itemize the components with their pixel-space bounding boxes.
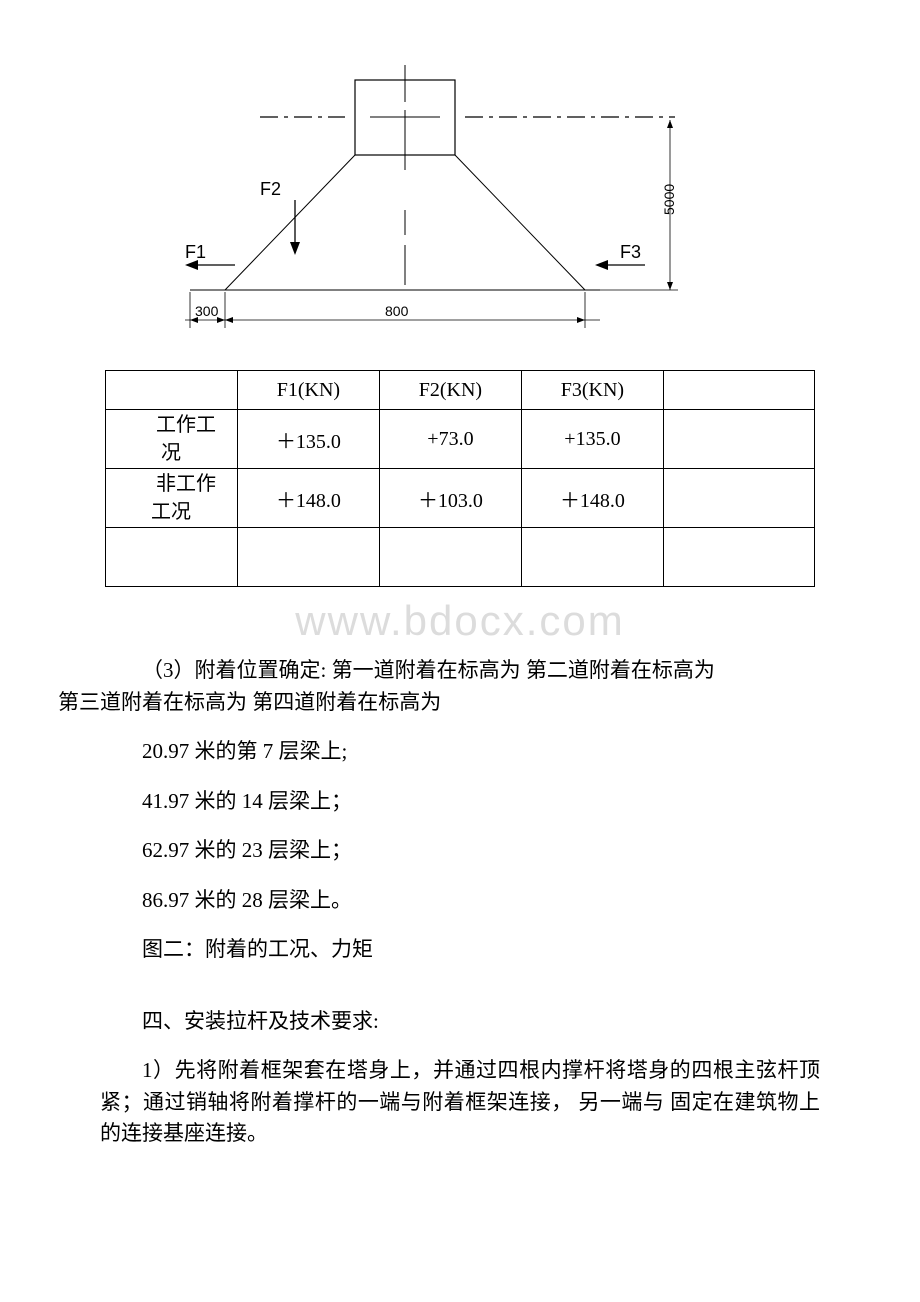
table-header <box>106 371 238 410</box>
table-cell: +135.0 <box>521 410 663 469</box>
table-cell <box>521 528 663 587</box>
table-header: F1(KN) <box>237 371 379 410</box>
table-cell: ＋148.0 <box>237 469 379 528</box>
row-label: 非工作工况 <box>106 469 238 528</box>
paragraph: 62.97 米的 23 层梁上； <box>100 835 820 867</box>
body-text: （3）附着位置确定: 第一道附着在标高为 第二道附着在标高为 第三道附着在标高为… <box>100 655 820 1150</box>
table-cell <box>663 469 814 528</box>
paragraph: 1）先将附着框架套在塔身上，并通过四根内撑杆将塔身的四根主弦杆顶紧；通过销轴将附… <box>100 1055 820 1150</box>
table-cell <box>379 528 521 587</box>
f1-label: F1 <box>185 242 206 262</box>
document-page: F2 F1 F3 300 800 <box>0 0 920 1228</box>
section-heading: 四、安装拉杆及技术要求: <box>100 1006 820 1038</box>
table-header <box>663 371 814 410</box>
table-header: F2(KN) <box>379 371 521 410</box>
table-cell <box>237 528 379 587</box>
table-cell <box>663 528 814 587</box>
table-cell <box>106 528 238 587</box>
paragraph: 图二：附着的工况、力矩 <box>100 934 820 966</box>
f2-label: F2 <box>260 179 281 199</box>
table-cell: ＋135.0 <box>237 410 379 469</box>
table-cell: ＋148.0 <box>521 469 663 528</box>
force-table: F1(KN) F2(KN) F3(KN) 工作工况 ＋135.0 +73.0 +… <box>105 370 815 587</box>
row-label: 工作工况 <box>106 410 238 469</box>
paragraph: 41.97 米的 14 层梁上； <box>100 786 820 818</box>
dim-5000: 5000 <box>661 184 677 215</box>
table-cell: ＋103.0 <box>379 469 521 528</box>
dim-800: 800 <box>385 303 409 319</box>
table-row: 工作工况 ＋135.0 +73.0 +135.0 <box>106 410 815 469</box>
table-cell <box>663 410 814 469</box>
force-diagram: F2 F1 F3 300 800 <box>140 60 700 360</box>
paragraph: 86.97 米的 28 层梁上。 <box>100 885 820 917</box>
f3-label: F3 <box>620 242 641 262</box>
dim-300: 300 <box>195 303 219 319</box>
paragraph: 20.97 米的第 7 层梁上; <box>100 736 820 768</box>
table-row <box>106 528 815 587</box>
table-cell: +73.0 <box>379 410 521 469</box>
watermark: www.bdocx.com <box>100 597 820 645</box>
table-row: 非工作工况 ＋148.0 ＋103.0 ＋148.0 <box>106 469 815 528</box>
paragraph: （3）附着位置确定: 第一道附着在标高为 第二道附着在标高为 第三道附着在标高为… <box>100 655 820 718</box>
table-header: F3(KN) <box>521 371 663 410</box>
table-header-row: F1(KN) F2(KN) F3(KN) <box>106 371 815 410</box>
